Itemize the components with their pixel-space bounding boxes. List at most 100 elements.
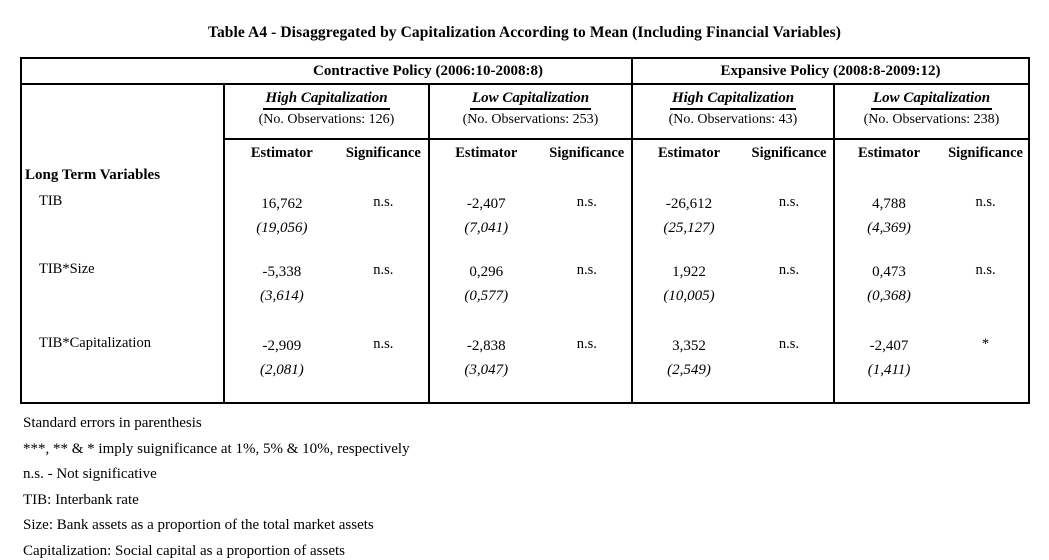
estimator-value: 0,473 — [872, 264, 906, 280]
capitalization-label: Low Capitalization — [469, 90, 592, 110]
standard-error: (7,041) — [464, 220, 509, 236]
row-label-tib: TIB — [39, 193, 63, 209]
policy-header-row: Contractive Policy (2006:10-2008:8) Expa… — [22, 59, 1028, 85]
estimator-value: -26,612 — [665, 196, 713, 212]
data-column-contractive-high: High Capitalization (No. Observations: 1… — [225, 85, 430, 402]
data-body: -2,407 (7,041) n.s. 0,296 (0,577) n.s. — [430, 167, 631, 402]
significance-value: n.s. — [576, 194, 597, 210]
footnote-significance-levels: ***, ** & * imply suignificance at 1%, 5… — [23, 440, 410, 457]
data-column-expansive-low: Low Capitalization (No. Observations: 23… — [835, 85, 1028, 402]
significance-value: n.s. — [576, 336, 597, 352]
estimator-cell: 3,352 (2,549) — [633, 334, 745, 402]
estimator-value: -2,838 — [466, 338, 506, 354]
estimator-header: Estimator — [657, 145, 720, 161]
standard-error: (4,369) — [867, 220, 911, 236]
table-cell-tib-capitalization: -2,909 (2,081) n.s. — [225, 334, 428, 402]
capitalization-header: High Capitalization (No. Observations: 1… — [225, 85, 428, 140]
table-cell-tib: 16,762 (19,056) n.s. — [225, 192, 428, 260]
estimator-cell: 4,788 (4,369) — [835, 192, 943, 260]
estimator-value: 0,296 — [469, 264, 504, 280]
section-label-long-term: Long Term Variables — [25, 167, 161, 183]
results-table: Contractive Policy (2006:10-2008:8) Expa… — [20, 57, 1030, 404]
significance-value: * — [981, 336, 990, 352]
estimator-cell: 16,762 (19,056) — [225, 192, 339, 260]
observations-count: (No. Observations: 126) — [258, 112, 395, 127]
row-label-tib-capitalization: TIB*Capitalization — [39, 335, 151, 351]
policy-header-contractive: Contractive Policy (2006:10-2008:8) — [225, 59, 633, 83]
estimator-value: 4,788 — [872, 196, 906, 212]
observations-count: (No. Observations: 238) — [863, 112, 1000, 127]
data-body: 16,762 (19,056) n.s. -5,338 (3,614) n.s. — [225, 167, 428, 402]
standard-error: (2,081) — [259, 362, 304, 378]
table-cell-tib-size: 0,473 (0,368) n.s. — [835, 260, 1028, 334]
footnote-capitalization-definition: Capitalization: Social capital as a prop… — [23, 542, 345, 559]
estimator-significance-header: Estimator Significance — [225, 140, 428, 167]
estimator-cell: -26,612 (25,127) — [633, 192, 745, 260]
table-cell-tib-capitalization: -2,407 (1,411) * — [835, 334, 1028, 402]
estimator-cell: -5,338 (3,614) — [225, 260, 339, 334]
footnotes: Standard errors in parenthesis ***, ** &… — [23, 411, 1049, 560]
policy-header-spacer — [22, 59, 225, 83]
data-body: 4,788 (4,369) n.s. 0,473 (0,368) n.s. — [835, 167, 1028, 402]
standard-error: (19,056) — [256, 220, 308, 236]
table-cell-tib-size: -5,338 (3,614) n.s. — [225, 260, 428, 334]
standard-error: (3,614) — [259, 288, 304, 304]
row-label-column: Long Term Variables TIB TIB*Size TIB*Cap… — [22, 85, 225, 402]
estimator-significance-header: Estimator Significance — [633, 140, 833, 167]
significance-header: Significance — [948, 145, 1023, 161]
estimator-value: -2,407 — [869, 338, 909, 354]
table-cell-tib-capitalization: -2,838 (3,047) n.s. — [430, 334, 631, 402]
table-cell-tib: 4,788 (4,369) n.s. — [835, 192, 1028, 260]
estimator-significance-header: Estimator Significance — [430, 140, 631, 167]
row-label-tib-size: TIB*Size — [39, 261, 95, 277]
table-title: Table A4 - Disaggregated by Capitalizati… — [207, 24, 842, 41]
standard-error: (10,005) — [663, 288, 715, 304]
table-cell-tib: -26,612 (25,127) n.s. — [633, 192, 833, 260]
estimator-value: -2,909 — [262, 338, 302, 354]
label-column-spacer — [22, 85, 223, 167]
table-cell-tib-size: 0,296 (0,577) n.s. — [430, 260, 631, 334]
body-spacer — [225, 167, 428, 192]
significance-value: n.s. — [975, 262, 996, 278]
capitalization-header: Low Capitalization (No. Observations: 25… — [430, 85, 631, 140]
footnote-standard-errors: Standard errors in parenthesis — [23, 415, 202, 431]
policy-header-expansive: Expansive Policy (2008:8-2009:12) — [720, 62, 941, 79]
body-spacer — [430, 167, 631, 192]
capitalization-label: High Capitalization — [669, 90, 797, 110]
estimator-cell: 0,473 (0,368) — [835, 260, 943, 334]
table-main-grid: Long Term Variables TIB TIB*Size TIB*Cap… — [22, 85, 1028, 402]
estimator-value: -5,338 — [262, 264, 302, 280]
standard-error: (0,368) — [867, 288, 911, 304]
estimator-value: -2,407 — [466, 196, 506, 212]
estimator-cell: -2,407 (1,411) — [835, 334, 943, 402]
significance-value: n.s. — [373, 194, 394, 210]
estimator-header: Estimator — [250, 145, 313, 161]
table-cell-tib-capitalization: 3,352 (2,549) n.s. — [633, 334, 833, 402]
significance-value: n.s. — [778, 336, 800, 352]
significance-header: Significance — [345, 145, 421, 161]
estimator-significance-header: Estimator Significance — [835, 140, 1028, 167]
standard-error: (1,411) — [867, 362, 911, 378]
estimator-header: Estimator — [858, 145, 921, 161]
capitalization-header: Low Capitalization (No. Observations: 23… — [835, 85, 1028, 140]
estimator-value: 1,922 — [672, 264, 706, 280]
estimator-cell: -2,838 (3,047) — [430, 334, 543, 402]
data-column-expansive-high: High Capitalization (No. Observations: 4… — [633, 85, 835, 402]
standard-error: (25,127) — [663, 220, 715, 236]
table-cell-tib-size: 1,922 (10,005) n.s. — [633, 260, 833, 334]
observations-count: (No. Observations: 253) — [462, 112, 599, 127]
estimator-cell: 0,296 (0,577) — [430, 260, 543, 334]
significance-value: n.s. — [373, 336, 394, 352]
estimator-cell: 1,922 (10,005) — [633, 260, 745, 334]
estimator-cell: -2,909 (2,081) — [225, 334, 339, 402]
data-column-contractive-low: Low Capitalization (No. Observations: 25… — [430, 85, 633, 402]
significance-value: n.s. — [778, 194, 800, 210]
standard-error: (0,577) — [464, 288, 509, 304]
significance-header: Significance — [549, 145, 625, 161]
significance-value: n.s. — [778, 262, 800, 278]
estimator-cell: -2,407 (7,041) — [430, 192, 543, 260]
significance-header: Significance — [751, 145, 827, 161]
capitalization-label: Low Capitalization — [870, 90, 993, 110]
capitalization-label: High Capitalization — [263, 90, 390, 110]
table-cell-tib: -2,407 (7,041) n.s. — [430, 192, 631, 260]
